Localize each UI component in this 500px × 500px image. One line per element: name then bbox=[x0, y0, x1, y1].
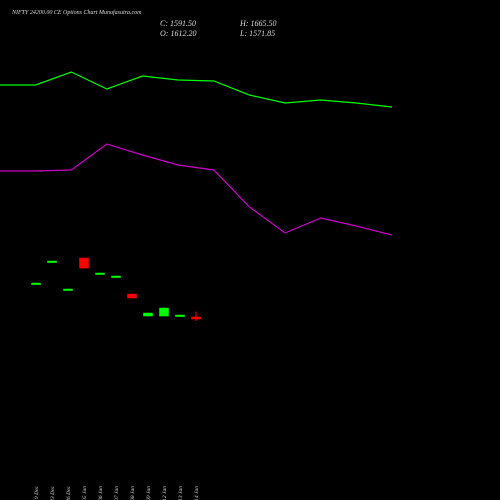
x-tick-label: 07 Jan bbox=[114, 486, 120, 500]
line-series bbox=[0, 143, 393, 236]
x-tick-label: 23 Dec bbox=[50, 485, 56, 500]
candle-body bbox=[63, 288, 73, 291]
candle-body bbox=[127, 293, 137, 299]
open-label: O: 1612.20 bbox=[160, 29, 196, 38]
candle-body bbox=[111, 275, 121, 278]
chart-title: NIFTY 24200.00 CE Options Chart Munafasu… bbox=[11, 9, 142, 16]
candle-body bbox=[191, 316, 201, 320]
candle-body bbox=[47, 260, 57, 263]
candle-body bbox=[175, 314, 185, 317]
x-tick-label: 26 Dec bbox=[66, 485, 72, 500]
candle-body bbox=[143, 312, 153, 317]
candle-body bbox=[95, 272, 105, 275]
line-series bbox=[0, 71, 393, 108]
x-tick-label: 19 Dec bbox=[34, 485, 40, 500]
candle-body bbox=[79, 257, 89, 269]
candle-body bbox=[31, 282, 41, 285]
low-label: L: 1571.85 bbox=[239, 29, 275, 38]
x-tick-label: 13 Jan bbox=[178, 486, 184, 500]
x-tick-label: 09 Jan bbox=[146, 486, 152, 500]
candle-body bbox=[159, 307, 169, 317]
x-tick-label: 05 Jan bbox=[82, 486, 88, 500]
x-tick-label: 14 Jan bbox=[193, 486, 200, 500]
x-tick-label: 06 Jan bbox=[98, 486, 104, 500]
high-label: H: 1665.50 bbox=[239, 19, 276, 28]
close-label: C: 1591.50 bbox=[160, 19, 196, 28]
x-tick-label: 08 Jan bbox=[130, 486, 136, 500]
x-tick-label: 12 Jan bbox=[162, 486, 168, 500]
